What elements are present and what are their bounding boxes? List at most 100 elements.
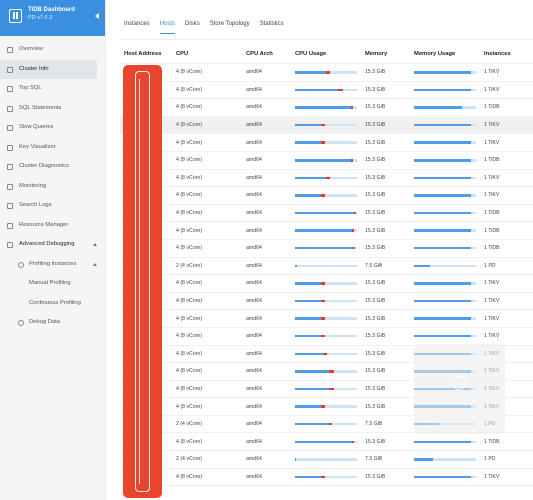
cpu-usage-bar xyxy=(295,194,357,197)
table-row[interactable]: 4 (8 vCore) amd64 15.3 GiB 1 TiKV xyxy=(120,328,533,346)
header-instances[interactable]: Instances xyxy=(484,50,511,57)
table-row[interactable]: 4 (8 vCore) amd64 15.3 GiB 1 TiKV xyxy=(120,82,533,100)
tab-disks[interactable]: Disks xyxy=(185,21,200,27)
header-cpu[interactable]: CPU xyxy=(176,50,189,57)
chevron-up-icon xyxy=(93,262,97,266)
memory-usage-bar xyxy=(414,194,476,197)
table-row[interactable]: 4 (8 vCore) amd64 15.3 GiB 1 TiKV xyxy=(120,64,533,82)
table-row[interactable]: 4 (8 vCore) amd64 15.3 GiB 1 TiDB xyxy=(120,222,533,240)
key-visualizer-icon xyxy=(7,144,13,151)
cell-cpu-arch: amd64 xyxy=(246,473,262,480)
sidebar-item-label: Continuous Profiling xyxy=(29,299,81,306)
sidebar-item-profiling-instances[interactable]: Profiling Instances xyxy=(0,255,105,275)
cell-memory-usage xyxy=(414,440,484,444)
table-row[interactable]: 2 (4 vCore) amd64 7.5 GiB 1 PD xyxy=(120,258,533,276)
table-row[interactable]: 4 (8 vCore) amd64 15.3 GiB 1 TiKV xyxy=(120,275,533,293)
table-row[interactable]: 4 (8 vCore) amd64 15.3 GiB 1 TiKV xyxy=(120,134,533,152)
tab-instances[interactable]: Instances xyxy=(124,21,150,27)
memory-usage-bar xyxy=(414,211,476,215)
sidebar-item-label: Debug Data xyxy=(29,319,60,325)
cell-cpu-usage xyxy=(295,123,365,127)
brand-header[interactable]: TiDB Dashboard PD v7.6.3 xyxy=(0,0,105,36)
sidebar-item-label: Key Visualizer xyxy=(19,143,56,150)
memory-usage-bar xyxy=(414,106,476,109)
table-row[interactable]: 4 (8 vCore) amd64 15.3 GiB 1 TiDB xyxy=(120,433,533,452)
cell-cpu-arch: amd64 xyxy=(246,192,262,199)
tab-hosts[interactable]: Hosts xyxy=(159,21,176,34)
table-row[interactable]: 4 (8 vCore) amd64 15.3 GiB 1 TiKV xyxy=(120,116,533,135)
cell-cpu-arch: amd64 xyxy=(246,438,262,445)
sidebar-item-overview[interactable]: Overview xyxy=(0,40,105,60)
sidebar-item-slow-queries[interactable]: Slow Queries xyxy=(0,118,105,138)
cell-memory-usage xyxy=(414,299,484,303)
collapse-sidebar-icon[interactable] xyxy=(95,13,99,19)
tab-statistics[interactable]: Statistics xyxy=(259,21,284,27)
main-content: Instances Hosts Disks Store Topology Statist… xyxy=(106,0,533,500)
cpu-usage-bar xyxy=(295,141,357,144)
sidebar-item-debug-data[interactable]: Debug Data xyxy=(0,313,105,333)
cell-instances: 1 PD xyxy=(484,456,496,463)
table-row[interactable]: 4 (8 vCore) amd64 15.3 GiB 1 TiDB xyxy=(120,99,533,117)
table-row[interactable]: 4 (8 vCore) amd64 15.3 GiB 1 TiKV xyxy=(120,310,533,328)
cpu-usage-bar xyxy=(295,123,357,127)
cell-instances: 1 TiKV xyxy=(484,69,500,76)
memory-usage-bar xyxy=(414,246,476,250)
cell-memory-usage xyxy=(414,88,484,92)
sidebar-item-cluster-info[interactable]: Cluster Info xyxy=(0,59,97,79)
header-host-address[interactable]: Host Address xyxy=(124,50,162,57)
tidb-logo-icon xyxy=(9,9,22,23)
debugging-icon xyxy=(7,242,13,248)
table-row[interactable]: 4 (8 vCore) amd64 15.3 GiB 1 TiDB xyxy=(120,205,533,223)
cell-cpu-usage xyxy=(295,229,365,232)
cell-memory: 15.3 GiB xyxy=(365,227,386,234)
table-row[interactable]: 4 (8 vCore) amd64 15.3 GiB 1 TiKV xyxy=(120,187,533,205)
memory-usage-bar xyxy=(414,159,476,162)
header-cpu-usage[interactable]: CPU Usage xyxy=(295,50,327,57)
table-row[interactable]: 4 (8 vCore) amd64 15.3 GiB 1 TiDB xyxy=(120,152,533,170)
cell-cpu-usage xyxy=(295,264,365,268)
sidebar-item-manual-profiling[interactable]: Manual Profiling xyxy=(0,274,105,294)
cell-memory: 15.3 GiB xyxy=(365,122,386,129)
floating-overlay xyxy=(414,344,505,434)
cell-cpu: 4 (8 vCore) xyxy=(176,245,202,252)
sidebar-item-resource-manager[interactable]: Resource Manager xyxy=(0,216,105,236)
cell-cpu: 4 (8 vCore) xyxy=(176,69,202,76)
cpu-usage-bar xyxy=(295,106,357,109)
cell-cpu-usage xyxy=(295,458,365,461)
cell-cpu: 2 (4 vCore) xyxy=(176,456,202,463)
sidebar-item-key-visualizer[interactable]: Key Visualizer xyxy=(0,138,105,158)
cell-cpu: 4 (8 vCore) xyxy=(176,438,202,445)
cell-memory-usage xyxy=(414,246,484,250)
sidebar-item-continuous-profiling[interactable]: Continuous Profiling xyxy=(0,294,105,314)
cell-memory: 15.3 GiB xyxy=(365,438,386,445)
cell-cpu-usage xyxy=(295,387,365,391)
sidebar-item-cluster-diagnostics[interactable]: Cluster Diagnostics xyxy=(0,157,105,177)
cell-cpu-arch: amd64 xyxy=(246,262,262,269)
sidebar-item-label: Profiling Instances xyxy=(29,260,77,267)
cell-cpu: 4 (8 vCore) xyxy=(176,122,202,129)
sidebar-item-search-logs[interactable]: Search Logs xyxy=(0,196,105,216)
sidebar-item-monitoring[interactable]: Monitoring xyxy=(0,177,105,197)
memory-usage-bar xyxy=(414,141,476,144)
cell-memory: 7.5 GiB xyxy=(365,421,383,428)
sidebar-item-top-sql[interactable]: Top SQL xyxy=(0,79,105,99)
cell-memory: 15.3 GiB xyxy=(365,333,386,340)
header-memory[interactable]: Memory xyxy=(365,50,388,57)
sidebar-item-sql-statements[interactable]: SQL Statements xyxy=(0,99,105,119)
cpu-usage-bar xyxy=(295,246,357,250)
cpu-usage-bar xyxy=(295,299,357,303)
cell-cpu-arch: amd64 xyxy=(246,69,262,76)
cell-memory-usage xyxy=(414,229,484,232)
table-row[interactable]: 4 (8 vCore) amd64 15.3 GiB 1 TiDB xyxy=(120,240,533,258)
cell-memory: 15.3 GiB xyxy=(365,157,386,164)
table-row[interactable]: 4 (8 vCore) amd64 15.3 GiB 1 TiKV xyxy=(120,170,533,188)
memory-usage-bar xyxy=(414,458,476,461)
table-row[interactable]: 4 (8 vCore) amd64 15.3 GiB 1 TiKV xyxy=(120,293,533,311)
header-memory-usage[interactable]: Memory Usage xyxy=(414,50,456,57)
cell-memory: 15.3 GiB xyxy=(365,298,386,305)
tab-store-topology[interactable]: Store Topology xyxy=(209,21,250,27)
table-row[interactable]: 2 (4 vCore) amd64 7.5 GiB 1 PD xyxy=(120,451,533,469)
sidebar-item-advanced-debugging[interactable]: Advanced Debugging xyxy=(0,235,105,255)
table-row[interactable]: 4 (8 vCore) amd64 15.3 GiB 1 TiKV xyxy=(120,469,533,487)
header-cpu-arch[interactable]: CPU Arch xyxy=(246,50,273,57)
